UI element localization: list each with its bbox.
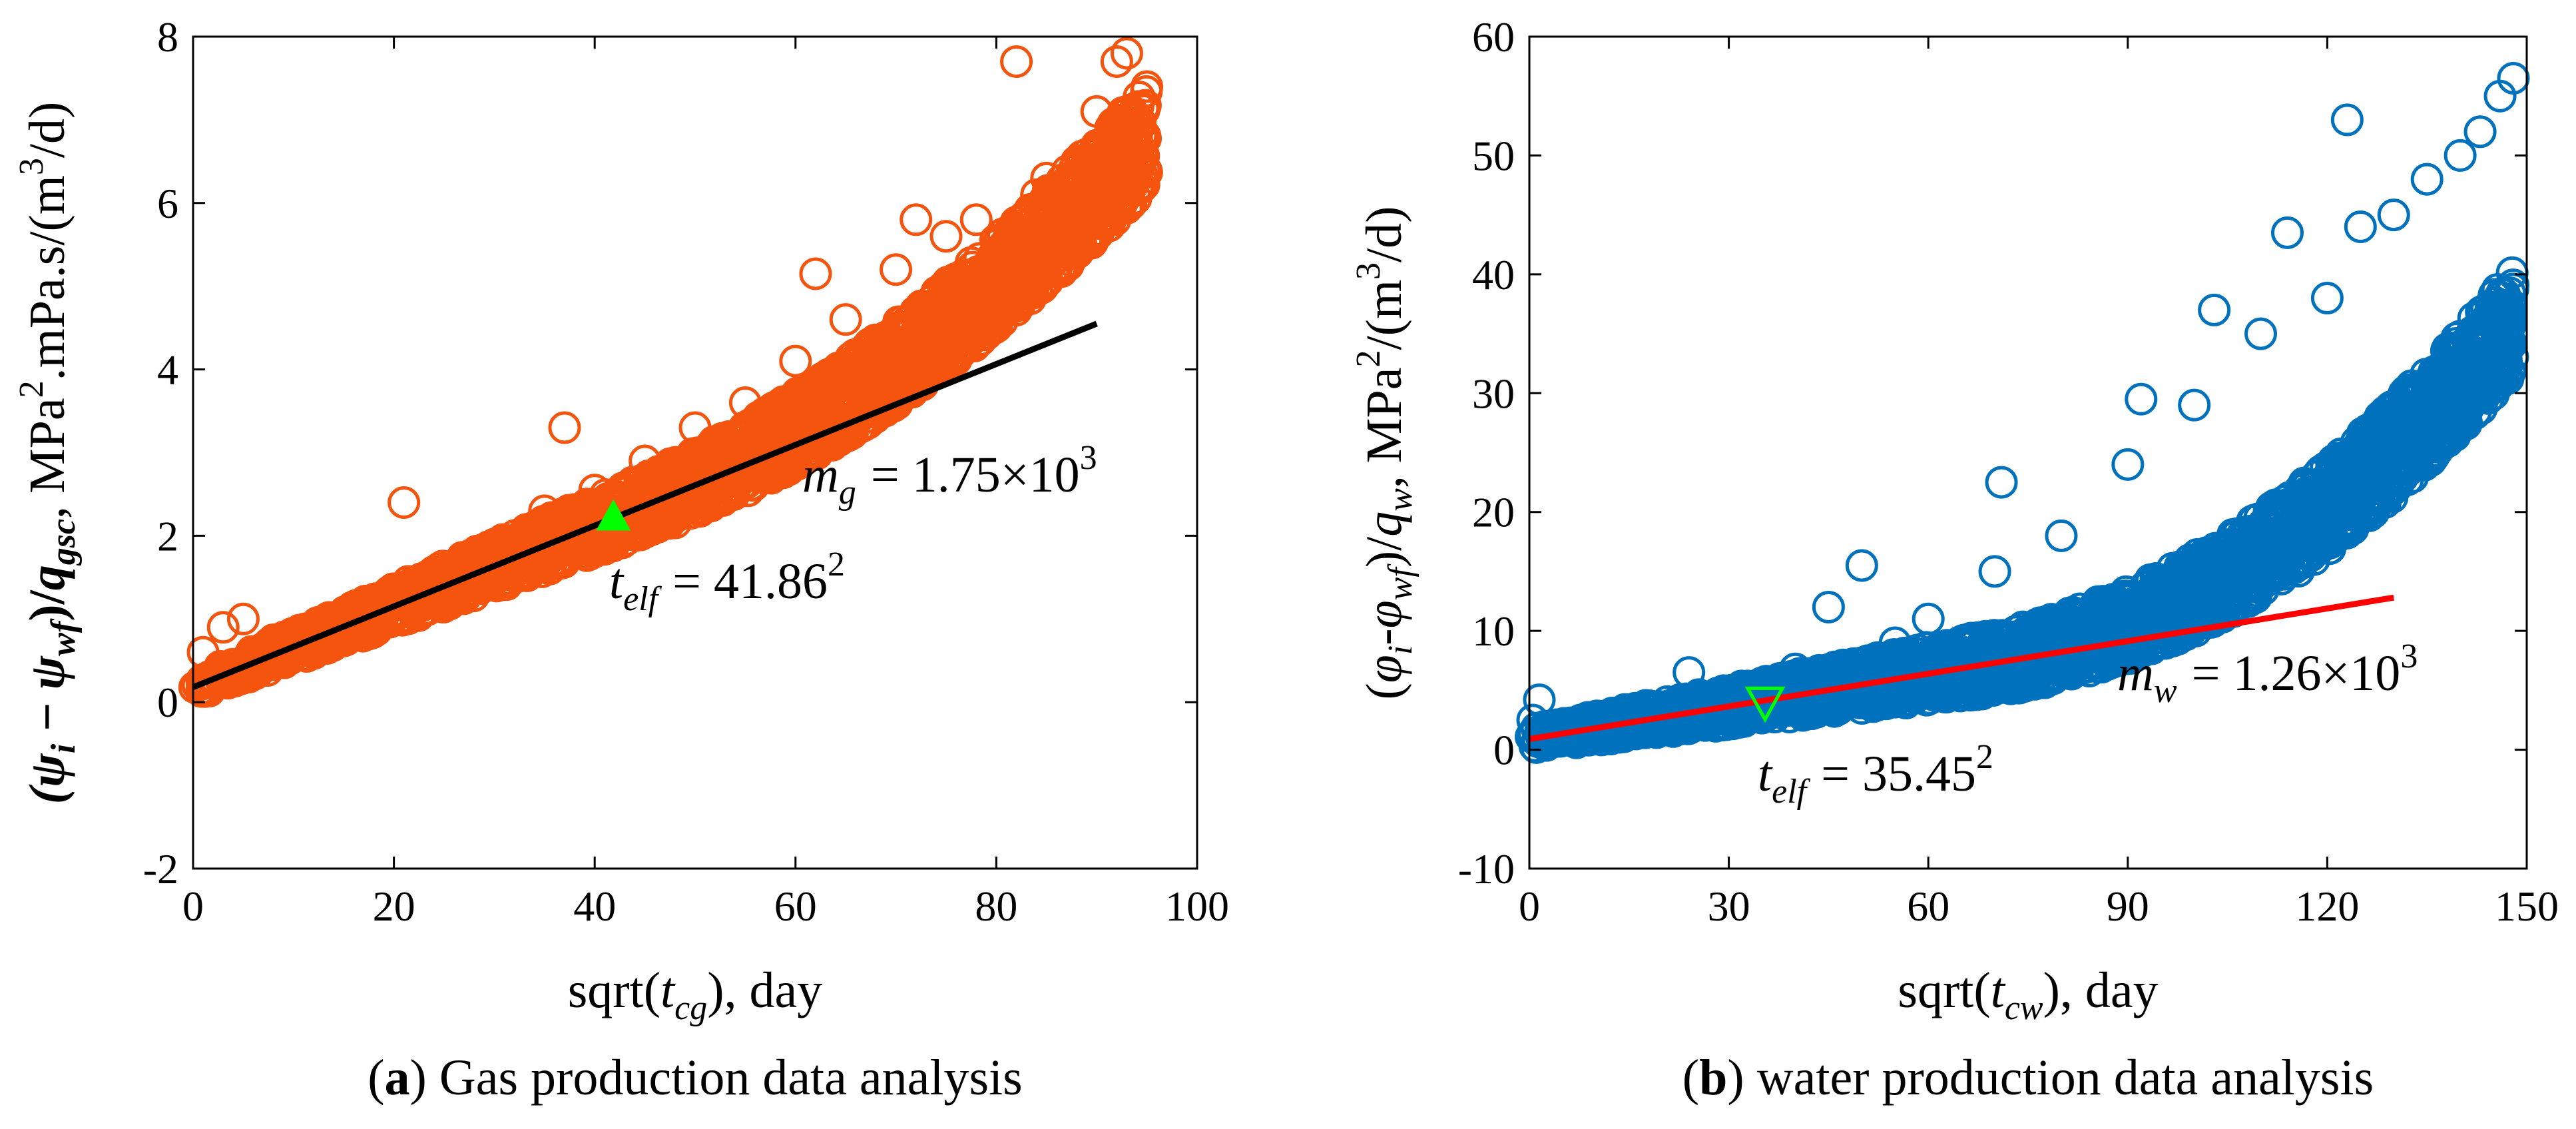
data-point [800,429,834,462]
data-point [578,474,611,507]
data-point [820,366,853,399]
data-point [1084,145,1117,178]
y-tick-label: 8 [157,13,178,61]
data-point [1101,128,1134,161]
x-tick-label: 80 [975,883,1017,930]
data-point [297,623,330,657]
data-point [891,306,924,339]
x-tick-label: 60 [774,883,817,930]
data-point [704,448,737,482]
data-point [1005,260,1039,294]
data-point [1020,178,1053,211]
data-point [858,348,892,382]
data-point [907,304,940,337]
data-point [741,417,774,450]
data-point [1100,45,1133,78]
data-point [1131,70,1164,103]
data-point [801,395,834,428]
data-point [1054,200,1087,233]
data-point [836,346,870,380]
data-point [477,528,511,561]
y-tick-label: 0 [157,679,178,726]
y-tick-label: 2 [157,512,178,560]
y-tick-label: 4 [157,346,178,394]
data-point [951,298,985,331]
data-point [548,411,581,444]
data-point [698,482,732,516]
x-tick-label: 40 [573,883,616,930]
data-point [387,486,421,519]
data-point [760,445,794,478]
data-point [206,611,240,644]
data-point [646,481,679,514]
panel-a-points [178,37,1164,708]
data-point [799,257,832,290]
data-point [929,220,963,253]
data-point [1123,111,1156,144]
data-point [629,444,662,478]
data-point [256,639,290,672]
data-point [961,326,994,360]
data-point [895,302,928,335]
panel-a-trend-line [192,320,1098,690]
panel-a-telf-annotation: telf = 41.862 [609,546,845,618]
data-point [2497,268,2530,302]
data-point [1000,45,1033,78]
data-point [939,262,972,296]
panel-a-axes-box [192,35,1198,870]
data-point [528,494,561,528]
data-point [631,490,664,523]
data-point [1110,37,1143,70]
data-point [674,497,707,530]
data-point [779,344,812,378]
x-tick-label: 100 [1165,883,1229,930]
data-point [959,203,993,236]
data-point [208,655,242,689]
data-point [931,279,965,312]
data-point [474,562,507,595]
data-point [880,253,913,286]
panel-a-y-ticks: -2 0 2 4 6 8 [143,13,1197,893]
data-point [976,240,1009,274]
data-point [1029,186,1063,219]
data-point [728,386,762,420]
data-point [769,392,802,425]
data-point [829,303,862,336]
data-point [678,411,712,444]
data-point [804,393,837,426]
data-point [900,203,933,236]
panel-a-x-axis-label: sqrt(tcg), day [568,962,823,1027]
data-point [1117,156,1151,189]
data-point [186,635,220,669]
x-tick-label: 0 [182,883,204,930]
data-point [979,236,1013,270]
data-point [999,235,1032,268]
data-point [1059,238,1092,271]
data-point [1060,145,1093,178]
data-point [226,602,260,635]
panel-a-slope-annotation: mg = 1.75×103 [802,439,1097,512]
data-point [662,486,695,520]
data-point [1080,95,1113,128]
data-point [1031,222,1064,256]
data-point [945,278,978,312]
x-tick-label: 20 [373,883,415,930]
data-point [1101,190,1135,223]
data-point [1039,203,1073,236]
data-point [1030,161,1063,194]
y-tick-label: 6 [157,180,178,227]
data-point [1080,183,1113,216]
y-tick-label: -2 [143,845,178,893]
data-point [1105,114,1139,147]
panel-a-telf-marker [596,499,631,531]
data-point [933,342,966,375]
panel-a-x-ticks: 0 20 40 60 80 100 [182,37,1229,930]
data-point [999,294,1033,327]
panel-a-y-axis-label: (ψi − ψwf)/qgsc, MPa2.mPa.s/(m3/d) [13,102,83,805]
data-point [1028,264,1061,297]
